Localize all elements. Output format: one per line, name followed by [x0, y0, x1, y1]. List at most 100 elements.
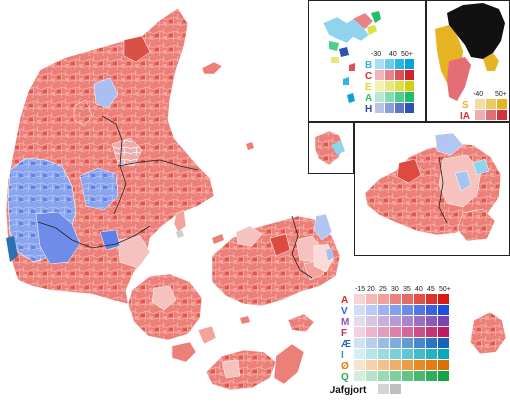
legend-swatch [438, 294, 449, 304]
legend-swatch [414, 338, 425, 348]
legend-swatch [375, 70, 384, 80]
legend-party-letter: B [365, 60, 372, 71]
legend-swatch [438, 316, 449, 326]
legend-swatch [375, 81, 384, 91]
legend-tick-label: 50+ [401, 51, 413, 58]
legend-swatch [414, 316, 425, 326]
undecided-label: Uafgjort [330, 385, 367, 396]
legend-swatch [390, 305, 401, 315]
legend-swatch [402, 316, 413, 326]
legend-swatch [402, 305, 413, 315]
legend-tick-label: -15 [355, 286, 365, 293]
legend-tick-label: 25 [379, 286, 387, 293]
sejeroe [212, 234, 224, 244]
greenland-legend: -40 50+ SIA [460, 91, 507, 122]
legend-swatch [438, 349, 449, 359]
legend-swatch [366, 305, 377, 315]
legend-swatch [390, 360, 401, 370]
legend-swatch [354, 305, 365, 315]
undecided-swatch [390, 384, 401, 394]
legend-tick-label: 30 [391, 286, 399, 293]
legend-party-letter: I [341, 350, 344, 361]
legend-swatch [354, 327, 365, 337]
legend-party-letter: M [341, 317, 349, 328]
legend-swatch [385, 59, 394, 69]
legend-tick-label: 40 [389, 51, 397, 58]
legend-tick-label: 40 [415, 286, 423, 293]
greenland-map [435, 3, 505, 101]
legend-swatch [402, 327, 413, 337]
legend-swatch [426, 338, 437, 348]
legend-swatch [414, 327, 425, 337]
faroe-islands-inset: -30 40 50+ B C E A H [308, 0, 426, 122]
laeso [201, 61, 223, 75]
legend-swatch [378, 371, 389, 381]
legend-party-letter: IA [460, 111, 470, 122]
legend-party-letter: C [365, 71, 372, 82]
capital-region-map [364, 132, 502, 242]
legend-swatch [426, 371, 437, 381]
legend-swatch [402, 371, 413, 381]
legend-swatch [405, 103, 414, 113]
samsoe [173, 209, 187, 233]
small-isle-grey [176, 230, 184, 238]
undecided-swatch [378, 384, 389, 394]
legend-swatch [438, 371, 449, 381]
legend-swatch [395, 103, 404, 113]
legend-swatch [395, 81, 404, 91]
legend-swatch [354, 360, 365, 370]
legend-swatch [385, 70, 394, 80]
mors [73, 99, 93, 127]
legend-party-letter: H [365, 104, 372, 115]
legend-swatch [414, 349, 425, 359]
legend-swatch [402, 360, 413, 370]
legend-swatch [426, 316, 437, 326]
faroe-islands-map [322, 11, 381, 103]
legend-swatch [354, 294, 365, 304]
legend-party-letter: Q [341, 372, 349, 383]
legend-swatch [405, 59, 414, 69]
legend-swatch [375, 92, 384, 102]
legend-tick-label: -30 [371, 51, 381, 58]
capital-region-inset [354, 122, 510, 256]
legend-swatch [405, 81, 414, 91]
legend-swatch [414, 360, 425, 370]
legend-swatch [426, 349, 437, 359]
legend-swatch [438, 360, 449, 370]
legend-swatch [366, 327, 377, 337]
legend-swatch [402, 294, 413, 304]
legend-swatch [438, 305, 449, 315]
legend-swatch [405, 70, 414, 80]
legend-swatch [354, 349, 365, 359]
legend-swatch [390, 294, 401, 304]
legend-party-letter: A [341, 295, 348, 306]
legend-swatch [366, 294, 377, 304]
legend-tick-label: 20 [367, 286, 375, 293]
zealand [211, 213, 341, 307]
legend-swatch [426, 305, 437, 315]
legend-swatch [426, 294, 437, 304]
legend-swatch [426, 360, 437, 370]
legend-swatch [438, 327, 449, 337]
legend-swatch [366, 371, 377, 381]
legend-swatch [366, 316, 377, 326]
legend-swatch [475, 99, 485, 109]
legend-party-letter: F [341, 328, 347, 339]
jutland [5, 7, 215, 305]
christiansoe-inset [308, 122, 354, 174]
legend-swatch [414, 371, 425, 381]
legend-swatch [390, 327, 401, 337]
bornholm [469, 311, 507, 355]
legend-swatch [405, 92, 414, 102]
legend-swatch [426, 327, 437, 337]
anholt [246, 142, 254, 150]
legend-swatch [385, 92, 394, 102]
legend-party-letter: E [365, 82, 372, 93]
legend-swatch [395, 70, 404, 80]
legend-swatch [378, 360, 389, 370]
funen [127, 273, 217, 363]
legend-party-letter: Æ [341, 339, 351, 350]
